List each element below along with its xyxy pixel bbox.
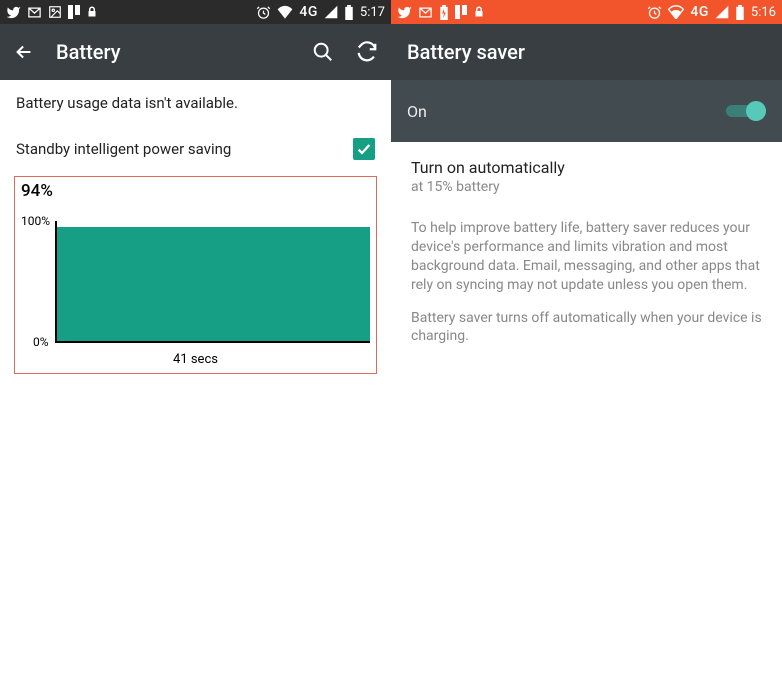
battery-icon	[344, 5, 354, 20]
auto-on-subtitle: at 15% battery	[411, 179, 762, 195]
standby-label: Standby intelligent power saving	[16, 140, 231, 158]
mail-icon	[418, 5, 433, 20]
usage-unavailable-text: Battery usage data isn't available.	[0, 80, 391, 126]
alarm-icon	[647, 5, 662, 20]
network-label: 4G	[690, 4, 709, 20]
toggle-thumb	[746, 101, 766, 121]
battery-saver-toggle[interactable]	[726, 101, 766, 121]
back-button[interactable]	[12, 40, 36, 64]
search-button[interactable]	[311, 40, 335, 64]
clock-text: 5:17	[360, 5, 385, 20]
signal-icon	[324, 5, 338, 19]
app-icon	[455, 5, 467, 19]
phone-right: 4G 5:16 Battery saver On Turn on automat…	[391, 0, 782, 692]
refresh-button[interactable]	[355, 40, 379, 64]
wifi-icon	[668, 5, 684, 19]
x-axis-label: 41 secs	[17, 352, 374, 367]
app-bar: Battery	[0, 24, 391, 80]
description-block: To help improve battery life, battery sa…	[391, 199, 782, 346]
y-axis-top: 100%	[21, 214, 50, 228]
app-bar: Battery saver	[391, 24, 782, 80]
battery-icon	[735, 5, 745, 20]
wifi-icon	[277, 5, 293, 19]
status-bar: 4G 5:17	[0, 0, 391, 24]
signal-icon	[715, 5, 729, 19]
status-left-icons	[6, 5, 98, 20]
chart-fill	[57, 227, 370, 341]
standby-row[interactable]: Standby intelligent power saving	[0, 126, 391, 172]
chart-percent-label: 94%	[17, 179, 374, 203]
toggle-row[interactable]: On	[391, 80, 782, 142]
twitter-icon	[397, 5, 412, 20]
battery-chart: 94% 100% 0% 41 secs	[14, 176, 377, 374]
on-label: On	[407, 102, 427, 121]
chart-plot	[55, 221, 370, 343]
auto-on-setting[interactable]: Turn on automatically at 15% battery	[391, 142, 782, 199]
description-1: To help improve battery life, battery sa…	[411, 219, 762, 295]
chart-area: 100% 0% 41 secs	[17, 207, 374, 367]
y-axis-bottom: 0%	[33, 335, 49, 349]
page-title: Battery	[56, 40, 291, 64]
lock-icon	[86, 5, 98, 19]
clock-text: 5:16	[751, 5, 776, 20]
status-bar: 4G 5:16	[391, 0, 782, 24]
description-2: Battery saver turns off automatically wh…	[411, 309, 762, 347]
mail-icon	[27, 5, 42, 20]
image-icon	[48, 5, 62, 19]
app-icon	[68, 5, 80, 19]
page-title: Battery saver	[407, 40, 770, 64]
lock-icon	[473, 5, 485, 19]
auto-on-title: Turn on automatically	[411, 158, 762, 177]
twitter-icon	[6, 5, 21, 20]
alarm-icon	[256, 5, 271, 20]
network-label: 4G	[299, 4, 318, 20]
status-right-icons: 4G 5:16	[647, 4, 776, 20]
phone-left: 4G 5:17 Battery Battery usage data isn't…	[0, 0, 391, 692]
battery-charging-icon	[439, 5, 449, 20]
status-left-icons	[397, 5, 485, 20]
standby-checkbox[interactable]	[353, 138, 375, 160]
status-right-icons: 4G 5:17	[256, 4, 385, 20]
